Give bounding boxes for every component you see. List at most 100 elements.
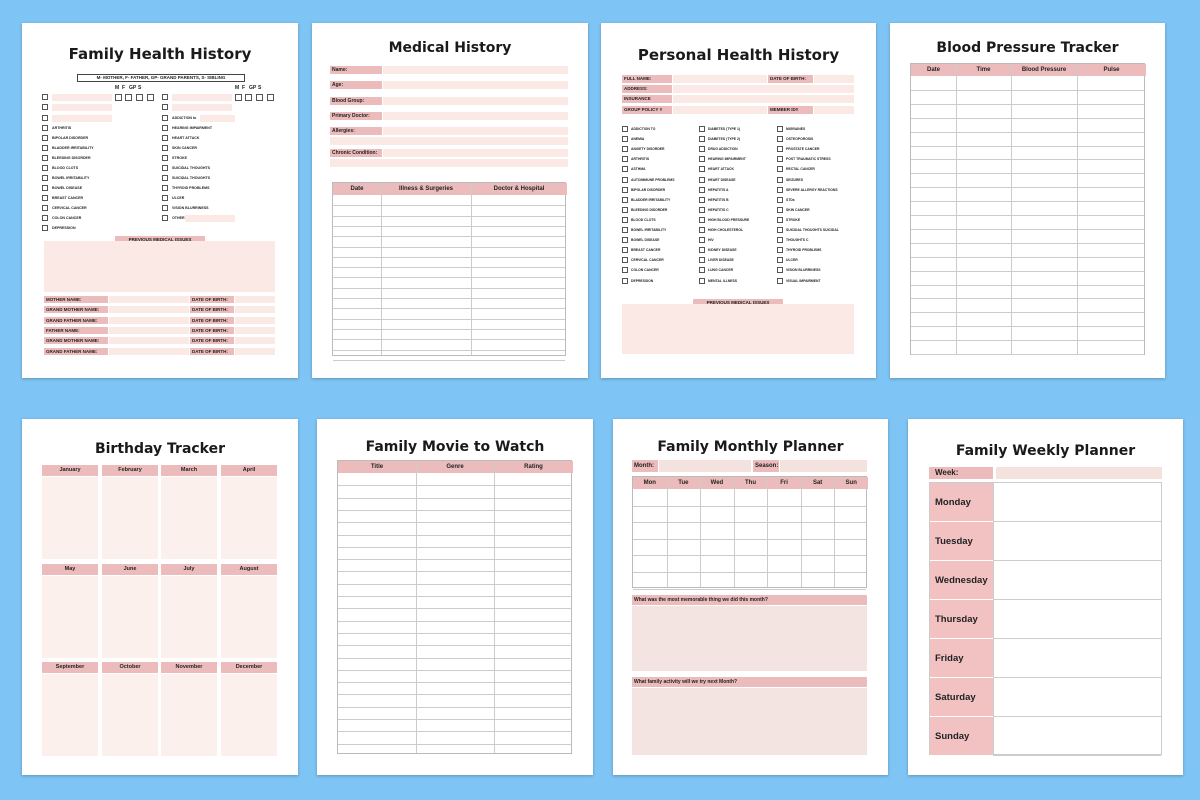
condition-checkbox[interactable] [699, 206, 705, 213]
field-input[interactable] [383, 127, 568, 135]
condition-checkbox[interactable] [622, 257, 628, 264]
checkbox[interactable] [162, 104, 168, 110]
day-field[interactable] [993, 639, 1161, 678]
condition-checkbox[interactable] [162, 165, 168, 171]
condition-checkbox[interactable] [699, 176, 705, 183]
condition-checkbox[interactable] [777, 216, 783, 223]
field-input[interactable] [383, 97, 568, 105]
relation-checkbox[interactable] [115, 94, 122, 101]
field-input[interactable] [383, 149, 568, 157]
condition-checkbox[interactable] [699, 227, 705, 233]
condition-checkbox[interactable] [699, 126, 705, 132]
field-input[interactable] [814, 105, 854, 114]
condition-checkbox[interactable] [777, 267, 783, 274]
condition-checkbox[interactable] [699, 186, 705, 193]
condition-checkbox[interactable] [622, 267, 628, 274]
other-field[interactable] [52, 115, 112, 122]
dob-field[interactable] [235, 337, 275, 345]
memorable-answer[interactable] [632, 606, 867, 671]
condition-checkbox[interactable] [42, 215, 48, 221]
day-field[interactable] [993, 600, 1161, 639]
checkbox[interactable] [42, 104, 48, 110]
condition-checkbox[interactable] [42, 165, 48, 171]
condition-checkbox[interactable] [622, 176, 628, 183]
condition-checkbox[interactable] [699, 216, 705, 223]
month-box[interactable] [161, 477, 217, 559]
day-field[interactable] [993, 678, 1161, 717]
month-box[interactable] [221, 674, 277, 756]
condition-checkbox[interactable] [622, 206, 628, 213]
condition-checkbox[interactable] [622, 196, 628, 203]
other-field[interactable] [52, 104, 112, 111]
name-field[interactable] [109, 326, 189, 334]
name-field[interactable] [109, 296, 189, 303]
condition-checkbox[interactable] [777, 257, 783, 264]
field-input[interactable] [383, 81, 568, 89]
condition-checkbox[interactable] [777, 227, 783, 233]
condition-checkbox[interactable] [777, 186, 783, 193]
condition-checkbox[interactable] [622, 126, 628, 132]
condition-checkbox[interactable] [42, 225, 48, 231]
chronic-extra-field[interactable] [330, 159, 568, 167]
other-field[interactable] [172, 94, 232, 101]
condition-checkbox[interactable] [622, 166, 628, 173]
condition-checkbox[interactable] [42, 205, 48, 211]
condition-checkbox[interactable] [162, 215, 168, 221]
other-field[interactable] [172, 104, 232, 111]
condition-checkbox[interactable] [699, 237, 705, 244]
field-input[interactable] [814, 75, 854, 83]
relation-checkbox[interactable] [267, 94, 274, 101]
condition-checkbox[interactable] [777, 146, 783, 153]
name-field[interactable] [109, 316, 189, 324]
dob-field[interactable] [235, 296, 275, 303]
condition-checkbox[interactable] [622, 156, 628, 163]
relation-checkbox[interactable] [147, 94, 154, 101]
condition-checkbox[interactable] [622, 227, 628, 233]
name-field[interactable] [109, 337, 189, 345]
month-box[interactable] [102, 674, 158, 756]
relation-checkbox[interactable] [125, 94, 132, 101]
field-input[interactable] [673, 85, 854, 94]
month-box[interactable] [221, 477, 277, 559]
dob-field[interactable] [235, 347, 275, 355]
condition-checkbox[interactable] [699, 277, 705, 284]
condition-checkbox[interactable] [42, 135, 48, 141]
month-box[interactable] [42, 576, 98, 658]
field-input[interactable] [383, 112, 568, 120]
condition-checkbox[interactable] [162, 175, 168, 181]
condition-checkbox[interactable] [699, 257, 705, 264]
condition-checkbox[interactable] [699, 166, 705, 173]
condition-checkbox[interactable] [42, 145, 48, 151]
next-activity-answer[interactable] [632, 688, 867, 755]
field-input[interactable] [673, 95, 854, 104]
condition-checkbox[interactable] [777, 196, 783, 203]
name-field[interactable] [109, 306, 189, 314]
dob-field[interactable] [235, 316, 275, 324]
condition-checkbox[interactable] [699, 247, 705, 254]
condition-checkbox[interactable] [699, 156, 705, 163]
relation-checkbox[interactable] [136, 94, 143, 101]
condition-checkbox[interactable] [777, 136, 783, 143]
day-field[interactable] [993, 483, 1161, 522]
condition-checkbox[interactable] [699, 196, 705, 203]
previous-issues-field[interactable] [622, 304, 854, 354]
condition-checkbox[interactable] [162, 205, 168, 211]
dob-field[interactable] [235, 326, 275, 334]
condition-checkbox[interactable] [699, 146, 705, 153]
month-box[interactable] [102, 477, 158, 559]
condition-checkbox[interactable] [162, 135, 168, 141]
condition-checkbox[interactable] [42, 125, 48, 131]
condition-checkbox[interactable] [162, 115, 168, 121]
other-field[interactable] [185, 215, 235, 222]
month-box[interactable] [161, 576, 217, 658]
day-field[interactable] [993, 717, 1161, 756]
condition-checkbox[interactable] [622, 136, 628, 143]
condition-checkbox[interactable] [42, 155, 48, 161]
allergies-extra-field[interactable] [330, 137, 568, 145]
condition-checkbox[interactable] [42, 185, 48, 191]
condition-checkbox[interactable] [699, 136, 705, 143]
condition-checkbox[interactable] [622, 216, 628, 223]
condition-checkbox[interactable] [777, 237, 783, 244]
condition-checkbox[interactable] [622, 237, 628, 244]
relation-checkbox[interactable] [256, 94, 263, 101]
